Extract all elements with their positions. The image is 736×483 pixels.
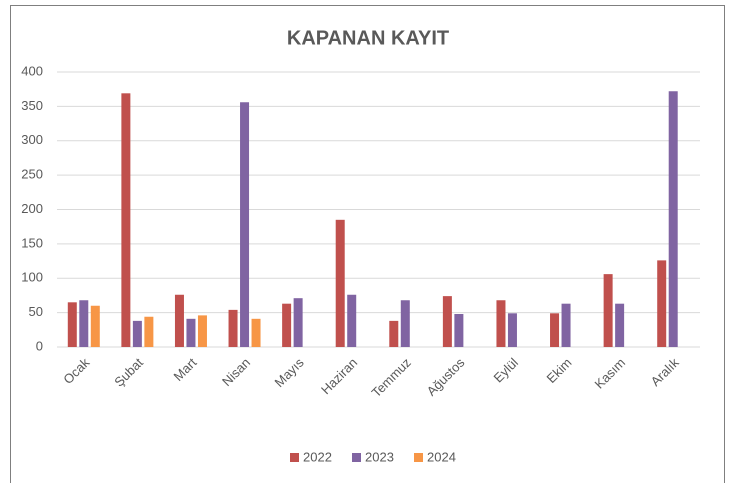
bar bbox=[615, 303, 625, 347]
chart-title: KAPANAN KAYIT bbox=[287, 27, 449, 49]
bar bbox=[79, 300, 89, 347]
bar bbox=[174, 294, 184, 347]
y-tick-label: 400 bbox=[21, 63, 43, 78]
bar bbox=[442, 296, 452, 347]
bar bbox=[282, 303, 292, 347]
bar bbox=[550, 313, 560, 347]
bar bbox=[228, 309, 238, 347]
legend-label: 2023 bbox=[365, 449, 394, 464]
bar bbox=[144, 316, 154, 347]
bar bbox=[90, 305, 100, 347]
y-tick-label: 350 bbox=[21, 98, 43, 113]
bar bbox=[657, 260, 667, 347]
legend-label: 2024 bbox=[427, 449, 456, 464]
bar bbox=[335, 219, 345, 347]
y-tick-label: 250 bbox=[21, 167, 43, 182]
bar bbox=[251, 318, 261, 347]
bar bbox=[240, 102, 250, 347]
bar bbox=[389, 320, 399, 347]
legend-swatch bbox=[414, 453, 423, 462]
bar bbox=[400, 300, 410, 347]
bar bbox=[347, 294, 357, 347]
bar bbox=[668, 91, 678, 347]
bar bbox=[67, 302, 77, 347]
bar bbox=[507, 313, 517, 347]
bar bbox=[293, 298, 303, 347]
legend-swatch bbox=[290, 453, 299, 462]
legend-swatch bbox=[352, 453, 361, 462]
bar bbox=[561, 303, 571, 347]
bar bbox=[454, 314, 464, 347]
y-tick-label: 50 bbox=[29, 304, 43, 319]
y-tick-label: 200 bbox=[21, 201, 43, 216]
y-tick-label: 300 bbox=[21, 132, 43, 147]
legend-label: 2022 bbox=[303, 449, 332, 464]
bar bbox=[496, 300, 506, 347]
bar bbox=[197, 315, 207, 347]
bar bbox=[186, 318, 196, 347]
y-tick-label: 100 bbox=[21, 270, 43, 285]
y-tick-label: 0 bbox=[36, 338, 43, 353]
bar bbox=[603, 274, 613, 347]
y-tick-label: 150 bbox=[21, 235, 43, 250]
bar bbox=[121, 93, 131, 347]
bar bbox=[132, 320, 142, 347]
